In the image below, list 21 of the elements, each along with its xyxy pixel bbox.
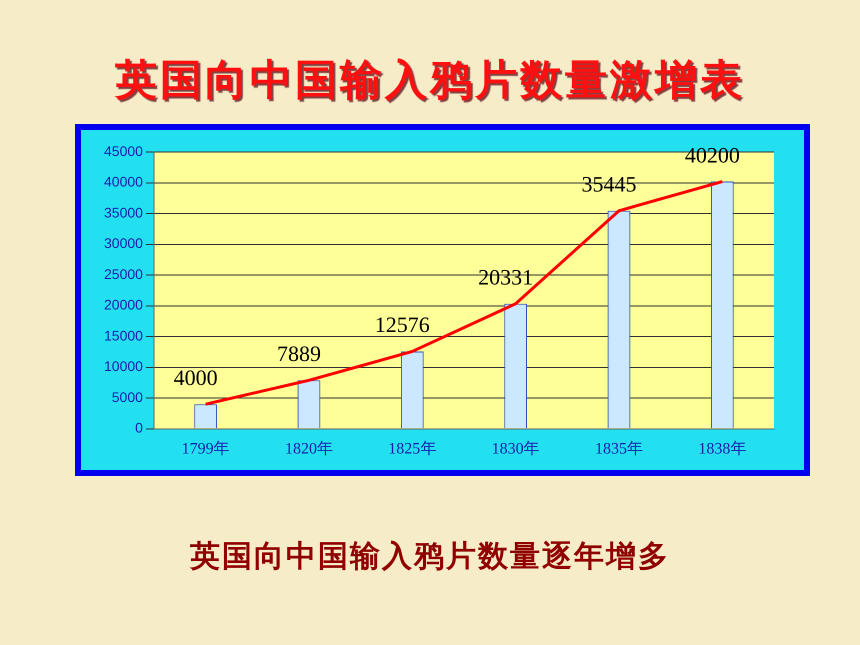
y-tick-label: 40000 bbox=[104, 174, 144, 190]
data-label: 7889 bbox=[276, 341, 321, 366]
x-tick-label: 1820年 bbox=[284, 440, 333, 458]
chart-title: 英国向中国输入鸦片数量激增表 bbox=[114, 54, 746, 106]
y-tick-label: 15000 bbox=[104, 327, 144, 344]
text: 英国向中国输入鸦片数量逐年增多 bbox=[188, 538, 671, 576]
x-tick-label: 1838年 bbox=[698, 440, 746, 458]
x-tick-label: 1835年 bbox=[594, 440, 643, 458]
y-tick-label: 45000 bbox=[104, 142, 144, 159]
y-tick-label: 0 bbox=[135, 420, 144, 436]
y-tick-label: 30000 bbox=[104, 235, 144, 252]
x-tick-label: 1825年 bbox=[388, 440, 436, 458]
data-label: 4000 bbox=[174, 364, 218, 390]
y-tick-label: 20000 bbox=[104, 296, 144, 313]
y-tick-label: 5000 bbox=[112, 388, 144, 405]
x-tick-label: 1830年 bbox=[492, 440, 540, 458]
data-label: 12576 bbox=[374, 312, 430, 338]
y-tick-label: 10000 bbox=[104, 358, 144, 374]
x-tick-label: 1799年 bbox=[182, 440, 230, 458]
y-tick-label: 35000 bbox=[104, 204, 144, 220]
y-tick-label: 25000 bbox=[104, 266, 144, 282]
